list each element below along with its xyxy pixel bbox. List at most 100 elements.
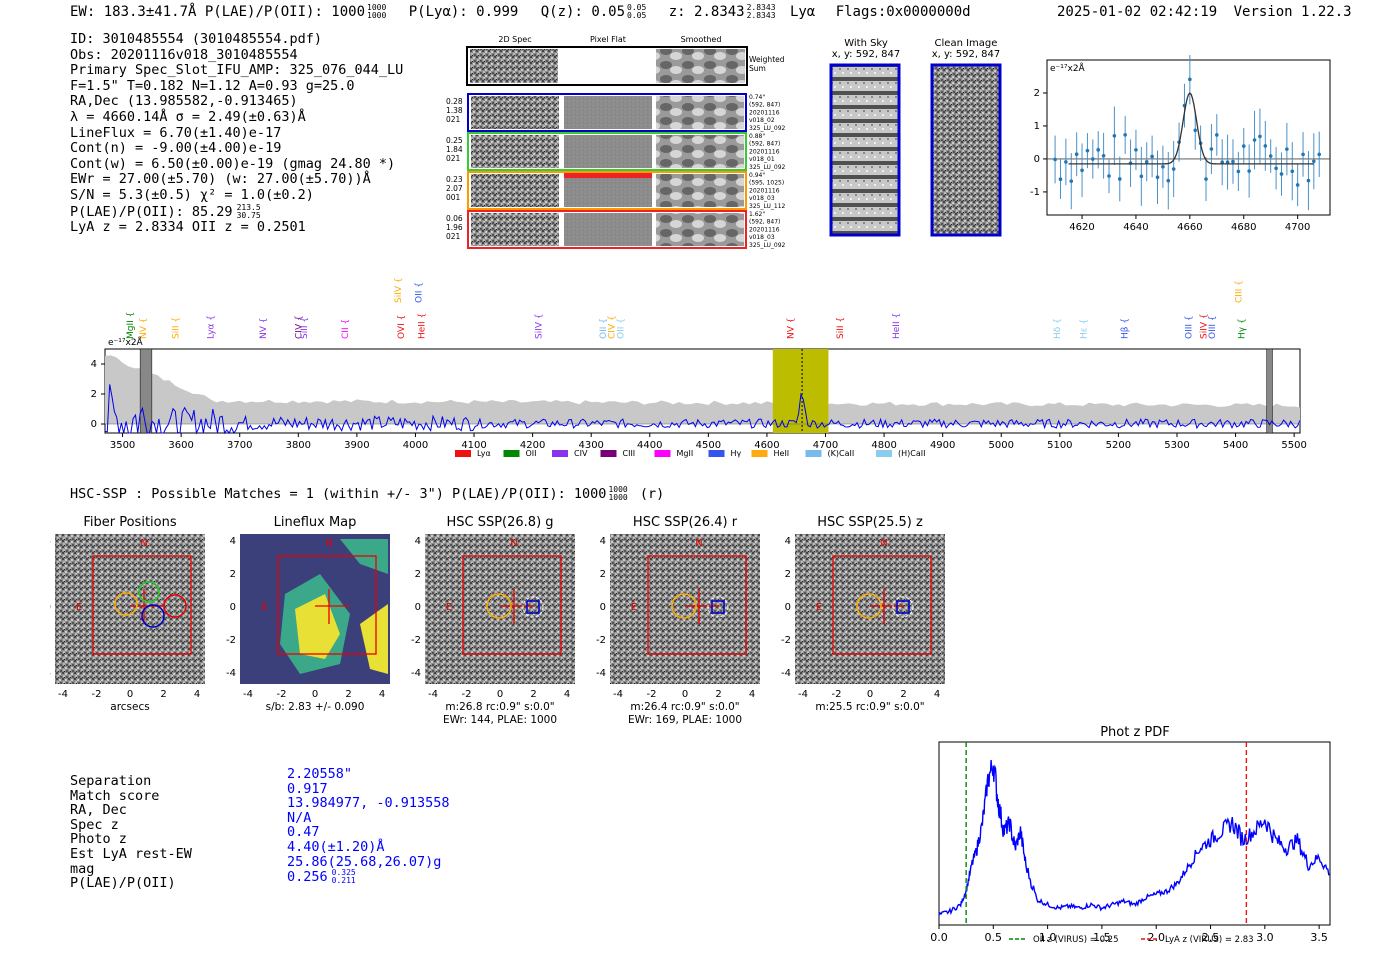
spectrum-xtick-label: 5500 [1281,440,1306,451]
hsc-title-tail: (r) [639,486,665,502]
hsc-xtick-label: 2 [900,689,906,700]
hsc-xtick-label: -4 [428,689,438,700]
hsc-search-box [92,555,192,655]
spectrum-unit: e⁻¹⁷x2Å [108,336,144,348]
info-radec: RA,Dec (13.985582,-0.913465) [70,93,298,110]
line-fit-ytick-label: -1 [1030,187,1040,198]
clean-image-title: Clean Image x, y: 592, 847 [929,38,1003,60]
line-fit-xtick-label: 4680 [1231,222,1256,233]
line-fit-point [1268,154,1273,158]
hsc-match-box [526,600,540,614]
hsc-ytick-label: 0 [230,602,236,613]
cutout-row-right-label: (592, 847) [749,102,780,109]
line-fit-point [1144,160,1149,164]
spectrum-line-marker: NV { [139,318,149,339]
spectrum-legend-label: CIV [574,449,588,458]
spectrum-ytick-label: 4 [91,359,97,370]
cutout-row-left-label: 0.23 [446,175,463,184]
spectrum-xtick-label: 4600 [754,440,779,451]
hsc-panel-caption: m:26.4 rc:0.9" s:0.0" [630,701,739,713]
hsc-ytick-label: -4 [226,668,236,679]
hsc-ytick-label: 2 [415,569,421,580]
hsc-ytick-label: -4 [50,668,51,679]
spectrum-legend-swatch [503,450,520,457]
flags: Flags:0x0000000d [835,4,971,20]
spectrum-line-marker: OIII { [1208,315,1218,339]
with-sky-image [829,63,901,237]
line-fit-point [1263,144,1268,148]
line-fit-point [1058,177,1063,182]
hsc-ytick-label: -2 [411,635,421,646]
info-plae-row: P(LAE)/P(OII): 85.29 213.5 30.75 [70,203,403,221]
hsc-xtick-label: 2 [715,689,721,700]
cutout-row-right-label: 325_LU_092 [749,125,786,132]
match-value-ew: 4.40(±1.20)Å [287,838,385,855]
line-fit-point [1101,153,1106,158]
z-sup: 2.8343 [746,3,776,12]
z-range: 2.8343 2.8343 [747,4,776,20]
cutout-row-left-label: 021 [446,115,461,124]
col-smoothed: Smoothed [681,35,722,44]
line-fit-point [1112,133,1117,138]
cutout-row-right-label: 20201116 [749,187,780,194]
line-fit-point [1241,144,1246,148]
line-fit-point [1258,134,1262,139]
spectrum-line-marker: Hδ { [1053,318,1063,339]
line-fit-point [1161,164,1165,169]
photz-xtick-label: 0.0 [930,931,948,944]
hsc-xtick-label: 0 [682,689,688,700]
spectrum-masked-region [139,348,153,434]
spectrum-xtick-label: 5200 [1106,440,1131,451]
with-sky-xy: x, y: 592, 847 [831,49,901,60]
match-plae-sub: 0.211 [331,876,356,886]
spectrum-legend-label: OII [526,449,537,458]
photz-pdf-line [938,759,1330,916]
spectrum-xtick-label: 5400 [1223,440,1248,451]
spectrum-xtick-label: 4500 [696,440,721,451]
photz-xtick-label: 3.0 [1256,931,1274,944]
info-primary: Primary Spec_Slot_IFU_AMP: 325_076_044_L… [70,62,404,79]
cutout-row-right-label: (592, 847) [749,141,780,148]
clean-image-label: Clean Image [934,38,998,49]
plae-sup: 1000 [367,3,387,12]
line-fit-point [1155,175,1160,180]
spectrum-line-marker: NV { [259,318,269,339]
spectrum-line-marker: MgII { [126,312,136,339]
match-value-score: 0.917 [287,780,328,797]
spectrum-line-marker: OII { [599,318,609,339]
line-fit-point [1107,174,1111,178]
hsc-xtick-label: 4 [379,689,385,700]
spectrum-legend-swatch [552,450,568,457]
cutout-row-2d [471,213,559,246]
hsc-title-sub: 1000 [608,493,628,502]
line-fit-point [1117,177,1122,181]
hsc-east-label: E [816,602,822,613]
spectrum-xtick-label: 4000 [403,440,428,451]
hsc-aperture [486,593,512,619]
line-fit-xtick-label: 4640 [1123,222,1148,233]
spectrum-xtick-label: 3800 [286,440,311,451]
info-plae: P(LAE)/P(OII): 85.29 [70,203,233,220]
line-fit-point [1295,183,1300,187]
hsc-ytick-label: 2 [50,569,51,580]
hsc-xtick-label: 4 [194,689,200,700]
cutout-row-right-label: (592, 847) [749,219,780,226]
line-fit-point [1225,160,1230,164]
cutout-row-left-label: 0.28 [446,97,463,106]
info-lineflux: LineFlux = 6.70(±1.40)e-17 [70,124,282,141]
spectrum-line-marker: OII { [616,318,626,339]
spectrum-xtick-label: 4800 [871,440,896,451]
line-fit-ytick-label: 0 [1034,154,1040,165]
line-fit-xtick-label: 4660 [1177,222,1202,233]
sky-images [829,63,1002,237]
timestamp: 2025-01-02 02:42:19 Version 1.22.3 [1057,4,1352,20]
spectrum-body [104,348,1301,435]
hsc-ytick-label: 0 [50,602,51,613]
hsc-panel-caption: EWr: 169, PLAE: 1000 [628,714,742,726]
spectrum-line-marker: SiII { [300,317,310,339]
spectrum-flux-line [104,384,1301,435]
qz-range: 0.05 0.05 [627,4,646,20]
photz-body: 0.0 0.5 1.0 1.5 2.0 2.5 3.0 3.5 OII z (VIRUS) = … [930,742,1330,945]
ew-value: EW: 183.3±41.7Å [70,4,197,20]
